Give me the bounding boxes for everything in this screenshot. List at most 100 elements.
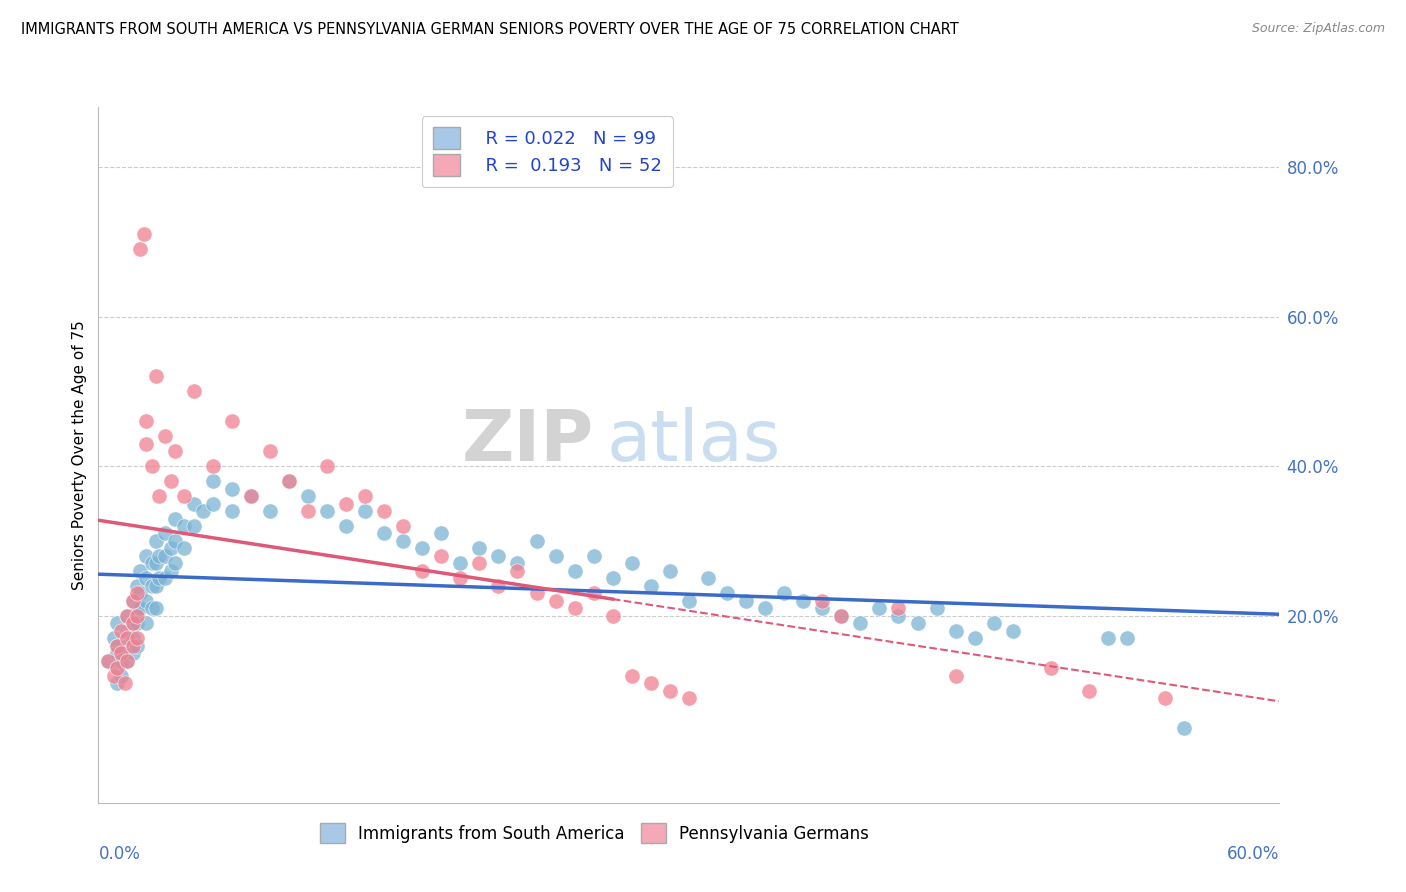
Point [201,497,224,511]
Point [945,624,967,638]
Point [582,549,605,563]
Point [173,541,195,556]
Point [221,414,243,428]
Point [297,489,319,503]
Point [849,616,872,631]
Point [125,631,148,645]
Point [1078,683,1101,698]
Point [488,579,510,593]
Point [115,608,138,623]
Point [354,504,377,518]
Point [163,557,186,571]
Point [221,504,243,518]
Point [773,586,796,600]
Point [97,654,120,668]
Point [110,654,132,668]
Point [811,594,834,608]
Point [135,414,157,428]
Point [121,646,143,660]
Text: 60.0%: 60.0% [1227,845,1279,863]
Point [544,594,567,608]
Point [135,594,157,608]
Text: 0.0%: 0.0% [98,845,141,863]
Point [392,519,415,533]
Point [145,369,167,384]
Point [335,497,357,511]
Point [983,616,1005,631]
Point [183,384,205,399]
Point [145,557,167,571]
Point [678,691,700,706]
Point [148,489,170,503]
Point [121,594,143,608]
Point [121,639,143,653]
Point [297,504,319,518]
Point [658,683,681,698]
Point [830,608,852,623]
Point [640,579,662,593]
Point [107,639,129,653]
Point [107,639,129,653]
Point [449,557,471,571]
Point [134,227,156,242]
Point [121,616,143,631]
Point [1154,691,1177,706]
Point [526,533,548,548]
Point [115,624,138,638]
Point [564,601,586,615]
Point [159,541,181,556]
Point [183,497,205,511]
Point [141,601,163,615]
Point [678,594,700,608]
Point [115,654,138,668]
Point [373,504,395,518]
Point [145,533,167,548]
Point [582,586,605,600]
Point [925,601,948,615]
Point [259,444,281,458]
Point [1001,624,1024,638]
Point [115,608,138,623]
Point [506,557,529,571]
Point [620,557,643,571]
Point [121,616,143,631]
Point [135,549,157,563]
Point [97,654,120,668]
Point [125,616,148,631]
Point [373,526,395,541]
Point [1173,721,1195,735]
Point [430,549,453,563]
Point [121,631,143,645]
Point [907,616,929,631]
Point [129,601,152,615]
Point [868,601,890,615]
Legend: Immigrants from South America, Pennsylvania Germans: Immigrants from South America, Pennsylva… [314,816,876,850]
Point [148,549,170,563]
Point [110,624,132,638]
Point [145,601,167,615]
Point [658,564,681,578]
Point [107,616,129,631]
Point [221,482,243,496]
Point [173,519,195,533]
Point [135,571,157,585]
Point [141,579,163,593]
Point [110,668,132,682]
Point [488,549,510,563]
Point [173,489,195,503]
Point [716,586,738,600]
Point [145,579,167,593]
Point [159,564,181,578]
Point [141,557,163,571]
Point [163,444,186,458]
Text: IMMIGRANTS FROM SOUTH AMERICA VS PENNSYLVANIA GERMAN SENIORS POVERTY OVER THE AG: IMMIGRANTS FROM SOUTH AMERICA VS PENNSYL… [21,22,959,37]
Point [430,526,453,541]
Point [526,586,548,600]
Point [1116,631,1139,645]
Point [115,631,138,645]
Point [193,504,215,518]
Point [183,519,205,533]
Point [153,549,176,563]
Point [259,504,281,518]
Y-axis label: Seniors Poverty Over the Age of 75: Seniors Poverty Over the Age of 75 [72,320,87,590]
